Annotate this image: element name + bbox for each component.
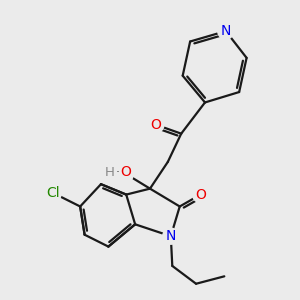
Text: N: N xyxy=(220,24,231,38)
Text: N: N xyxy=(166,229,176,243)
Text: Cl: Cl xyxy=(46,186,60,200)
Circle shape xyxy=(193,187,208,202)
Text: O: O xyxy=(151,118,161,132)
Text: O: O xyxy=(120,165,131,179)
Circle shape xyxy=(148,117,164,133)
Text: ·: · xyxy=(116,166,120,179)
Circle shape xyxy=(107,159,134,186)
Circle shape xyxy=(218,23,234,39)
Text: H: H xyxy=(105,166,115,179)
Text: O: O xyxy=(195,188,206,202)
Circle shape xyxy=(45,185,62,201)
Circle shape xyxy=(163,228,179,244)
